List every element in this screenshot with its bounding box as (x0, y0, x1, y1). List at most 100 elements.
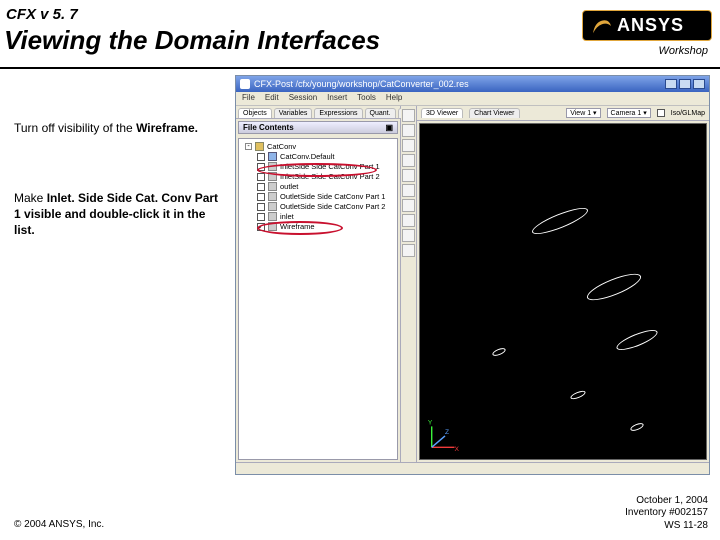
tree-item-label: OutletSide Side CatConv Part 2 (280, 202, 385, 211)
tree-item[interactable]: InletSide Side CatConv Part 1 (241, 162, 395, 172)
tree-root[interactable]: - CatConv (241, 142, 395, 152)
tab-objects[interactable]: Objects (238, 108, 272, 118)
window-buttons (665, 79, 705, 89)
cfx-post-window: CFX-Post /cfx/young/workshop/CatConverte… (235, 75, 710, 475)
ansys-logo: ANSYS (582, 10, 712, 41)
instruction-1: Turn off visibility of the Wireframe. (14, 120, 224, 136)
slide-header: CFX v 5. 7 Viewing the Domain Interfaces… (0, 0, 720, 64)
footer-right: October 1, 2004 Inventory #002157 WS 11-… (625, 495, 708, 533)
minimize-button[interactable] (665, 79, 677, 89)
tab-chart-viewer[interactable]: Chart Viewer (469, 108, 519, 118)
visibility-checkbox[interactable] (257, 173, 265, 181)
section-title: File Contents (243, 123, 294, 132)
camera-dropdown[interactable]: Camera 1 ▾ (607, 108, 651, 118)
wireframe-ellipse (530, 203, 591, 238)
axis-triad-icon: Y X Z (426, 415, 464, 453)
tree-item[interactable]: InletSide Side CatConv Part 2 (241, 172, 395, 182)
tool-button[interactable] (402, 244, 415, 257)
footer-date: October 1, 2004 (625, 495, 708, 508)
object-tree: - CatConv CatConv.Default InletSide Side… (238, 138, 398, 460)
tool-button[interactable] (402, 124, 415, 137)
menu-file[interactable]: File (242, 93, 255, 104)
collapse-icon[interactable]: ▣ (385, 123, 393, 132)
axis-x-label: X (455, 446, 460, 453)
glyph-checkbox[interactable] (657, 109, 665, 117)
menubar: File Edit Session Insert Tools Help (236, 92, 709, 106)
menu-session[interactable]: Session (289, 93, 317, 104)
close-button[interactable] (693, 79, 705, 89)
visibility-checkbox[interactable] (257, 193, 265, 201)
app-icon (240, 79, 250, 89)
wireframe-ellipse (614, 326, 659, 354)
left-tabs: Objects Variables Expressions Quant. Cha… (236, 106, 400, 119)
vertical-toolbar (401, 106, 417, 462)
copyright: © 2004 ANSYS, Inc. (14, 519, 104, 530)
tab-quant[interactable]: Quant. (365, 108, 396, 118)
menu-edit[interactable]: Edit (265, 93, 279, 104)
tree-item-label: InletSide Side CatConv Part 2 (280, 172, 380, 181)
tree-root-label: CatConv (267, 142, 296, 151)
region-icon (268, 172, 277, 181)
window-title: CFX-Post /cfx/young/workshop/CatConverte… (254, 79, 469, 89)
tree-item[interactable]: outlet (241, 182, 395, 192)
ansys-swoosh-icon (591, 17, 613, 35)
3d-viewport[interactable]: Y X Z (419, 123, 707, 460)
tree-item[interactable]: inlet (241, 212, 395, 222)
maximize-button[interactable] (679, 79, 691, 89)
region-icon (268, 182, 277, 191)
tool-button[interactable] (402, 154, 415, 167)
section-header: File Contents ▣ (238, 121, 398, 134)
tree-item[interactable]: OutletSide Side CatConv Part 1 (241, 192, 395, 202)
tree-item[interactable]: CatConv.Default (241, 152, 395, 162)
tree-item-label: outlet (280, 182, 298, 191)
footer-page: WS 11-28 (625, 520, 708, 533)
viewer-header: 3D Viewer Chart Viewer View 1 ▾ Camera 1… (417, 106, 709, 121)
tool-button[interactable] (402, 169, 415, 182)
tool-button[interactable] (402, 199, 415, 212)
tree-item-label: Wireframe (280, 222, 315, 231)
menu-insert[interactable]: Insert (327, 93, 347, 104)
twist-icon[interactable]: - (245, 143, 252, 150)
header-rule (0, 67, 720, 69)
tab-expressions[interactable]: Expressions (314, 108, 362, 118)
axis-z-label: Z (445, 429, 449, 436)
footer-inventory: Inventory #002157 (625, 507, 708, 520)
tool-button[interactable] (402, 109, 415, 122)
domain-icon (268, 152, 277, 161)
view-dropdown[interactable]: View 1 ▾ (566, 108, 600, 118)
tool-button[interactable] (402, 139, 415, 152)
region-icon (268, 192, 277, 201)
axis-y-label: Y (428, 420, 433, 427)
tree-item-label: inlet (280, 212, 294, 221)
visibility-checkbox[interactable] (257, 203, 265, 211)
tree-item[interactable]: OutletSide Side CatConv Part 2 (241, 202, 395, 212)
instr2-a: Make (14, 191, 47, 205)
visibility-checkbox[interactable] (257, 153, 265, 161)
visibility-checkbox[interactable] (257, 213, 265, 221)
visibility-checkbox[interactable] (257, 183, 265, 191)
visibility-checkbox[interactable] (257, 223, 265, 231)
tree-item-label: InletSide Side CatConv Part 1 (280, 162, 380, 171)
titlebar[interactable]: CFX-Post /cfx/young/workshop/CatConverte… (236, 76, 709, 92)
instruction-2: Make Inlet. Side Side Cat. Conv Part 1 v… (14, 190, 224, 239)
tree-item-label: OutletSide Side CatConv Part 1 (280, 192, 385, 201)
instr2-b: visible and double-click it in the list. (14, 207, 205, 237)
glyph-label: Iso/GLMap (671, 110, 705, 117)
visibility-checkbox[interactable] (257, 163, 265, 171)
region-icon (268, 162, 277, 171)
menu-help[interactable]: Help (386, 93, 402, 104)
tool-button[interactable] (402, 184, 415, 197)
wireframe-ellipse (584, 269, 644, 306)
tree-item-label: CatConv.Default (280, 152, 334, 161)
wireframe-ellipse (569, 389, 586, 401)
menu-tools[interactable]: Tools (357, 93, 376, 104)
wireframe-ellipse (491, 347, 506, 358)
tool-button[interactable] (402, 214, 415, 227)
tab-variables[interactable]: Variables (274, 108, 313, 118)
tree-item-wireframe[interactable]: Wireframe (241, 222, 395, 232)
instr1-b: Wireframe. (136, 121, 198, 135)
tool-button[interactable] (402, 229, 415, 242)
status-bar (236, 462, 709, 474)
left-pane: Objects Variables Expressions Quant. Cha… (236, 106, 401, 462)
tab-3d-viewer[interactable]: 3D Viewer (421, 108, 463, 118)
